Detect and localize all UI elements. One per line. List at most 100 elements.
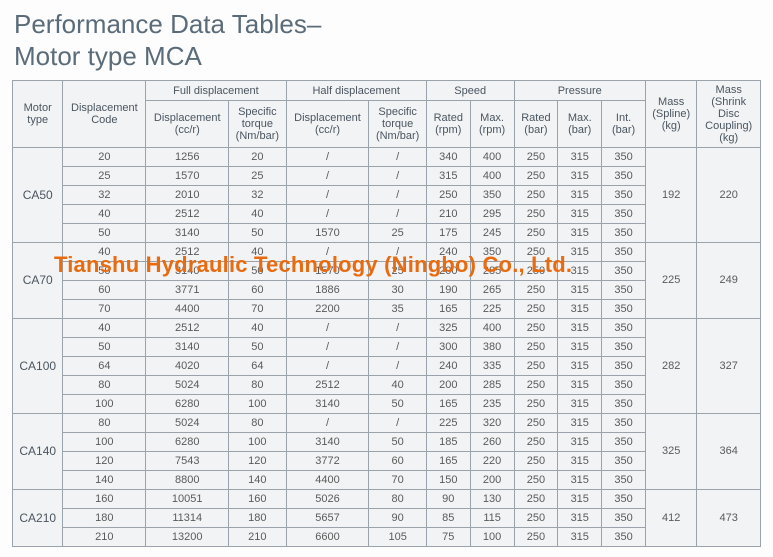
- data-cell: 90: [369, 508, 426, 527]
- data-cell: 350: [602, 185, 646, 204]
- data-cell: 2512: [146, 318, 229, 337]
- data-cell: 50: [229, 261, 286, 280]
- motor-type-cell: CA50: [13, 147, 63, 242]
- data-cell: 30: [369, 280, 426, 299]
- data-cell: 265: [470, 280, 514, 299]
- data-cell: 165: [426, 299, 470, 318]
- data-cell: 250: [514, 223, 558, 242]
- data-cell: 320: [470, 413, 514, 432]
- data-cell: 50: [63, 261, 146, 280]
- data-cell: 165: [426, 394, 470, 413]
- data-cell: /: [286, 413, 369, 432]
- data-cell: 150: [426, 470, 470, 489]
- data-cell: 50: [369, 394, 426, 413]
- data-cell: 70: [63, 299, 146, 318]
- data-cell: 200: [426, 261, 470, 280]
- data-cell: 335: [470, 356, 514, 375]
- data-cell: 285: [470, 261, 514, 280]
- data-cell: /: [369, 337, 426, 356]
- data-cell: 315: [558, 470, 602, 489]
- data-cell: 300: [426, 337, 470, 356]
- data-cell: 40: [369, 375, 426, 394]
- data-cell: 350: [602, 356, 646, 375]
- data-cell: 315: [558, 147, 602, 166]
- data-cell: /: [286, 204, 369, 223]
- data-cell: 400: [470, 318, 514, 337]
- data-cell: 40: [63, 204, 146, 223]
- motor-type-cell: CA140: [13, 413, 63, 489]
- data-cell: /: [369, 356, 426, 375]
- page-title-line1: Performance Data Tables–: [14, 10, 761, 40]
- data-cell: 180: [63, 508, 146, 527]
- data-cell: 50: [229, 337, 286, 356]
- data-cell: 105: [369, 527, 426, 546]
- table-row: CA21016010051160502680901302503153504124…: [13, 489, 761, 508]
- data-cell: 20: [63, 147, 146, 166]
- mass-spline-cell: 282: [645, 318, 696, 413]
- data-cell: 4400: [146, 299, 229, 318]
- data-cell: 315: [558, 432, 602, 451]
- data-cell: 200: [426, 375, 470, 394]
- data-cell: 250: [426, 185, 470, 204]
- data-cell: 60: [229, 280, 286, 299]
- data-cell: 1570: [286, 223, 369, 242]
- data-cell: 11314: [146, 508, 229, 527]
- hdr-full-disp: Full displacement: [146, 80, 286, 101]
- data-cell: 25: [369, 261, 426, 280]
- data-cell: 250: [514, 527, 558, 546]
- hdr-half-spec-torque: Specific torque (Nm/bar): [369, 101, 426, 147]
- performance-table: Motor type Displacement Code Full displa…: [12, 80, 761, 547]
- data-cell: 240: [426, 242, 470, 261]
- data-cell: 250: [514, 432, 558, 451]
- data-cell: 350: [602, 394, 646, 413]
- data-cell: 250: [514, 185, 558, 204]
- data-cell: 80: [229, 413, 286, 432]
- data-cell: 20: [229, 147, 286, 166]
- data-cell: 160: [229, 489, 286, 508]
- data-cell: 315: [558, 242, 602, 261]
- data-cell: 315: [558, 166, 602, 185]
- data-cell: 80: [369, 489, 426, 508]
- hdr-half-disp-ccr: Displacement (cc/r): [286, 101, 369, 147]
- data-cell: 120: [229, 451, 286, 470]
- data-cell: 315: [558, 527, 602, 546]
- data-cell: 315: [558, 280, 602, 299]
- table-row: CA10040251240//325400250315350282327: [13, 318, 761, 337]
- data-cell: 245: [470, 223, 514, 242]
- data-cell: 350: [602, 223, 646, 242]
- data-cell: 315: [558, 261, 602, 280]
- data-cell: 40: [229, 318, 286, 337]
- data-cell: 315: [558, 204, 602, 223]
- data-cell: /: [369, 147, 426, 166]
- data-cell: 40: [63, 242, 146, 261]
- data-cell: 2512: [286, 375, 369, 394]
- data-cell: 64: [63, 356, 146, 375]
- data-cell: 175: [426, 223, 470, 242]
- data-cell: 350: [602, 147, 646, 166]
- data-cell: 70: [369, 470, 426, 489]
- data-cell: 3140: [286, 394, 369, 413]
- data-cell: 190: [426, 280, 470, 299]
- data-cell: /: [369, 413, 426, 432]
- data-cell: 4020: [146, 356, 229, 375]
- data-cell: 350: [602, 261, 646, 280]
- data-cell: 140: [229, 470, 286, 489]
- data-cell: 315: [558, 451, 602, 470]
- data-cell: /: [286, 147, 369, 166]
- data-cell: 295: [470, 204, 514, 223]
- data-cell: 235: [470, 394, 514, 413]
- data-cell: 160: [63, 489, 146, 508]
- data-cell: 35: [369, 299, 426, 318]
- data-cell: 350: [602, 413, 646, 432]
- data-cell: 3140: [286, 432, 369, 451]
- data-cell: 350: [602, 489, 646, 508]
- data-cell: /: [369, 242, 426, 261]
- data-cell: 5024: [146, 375, 229, 394]
- data-cell: 1886: [286, 280, 369, 299]
- data-cell: 250: [514, 375, 558, 394]
- data-cell: 315: [558, 318, 602, 337]
- data-cell: 380: [470, 337, 514, 356]
- data-cell: 40: [63, 318, 146, 337]
- data-cell: 50: [229, 223, 286, 242]
- hdr-int-bar: Int. (bar): [602, 101, 646, 147]
